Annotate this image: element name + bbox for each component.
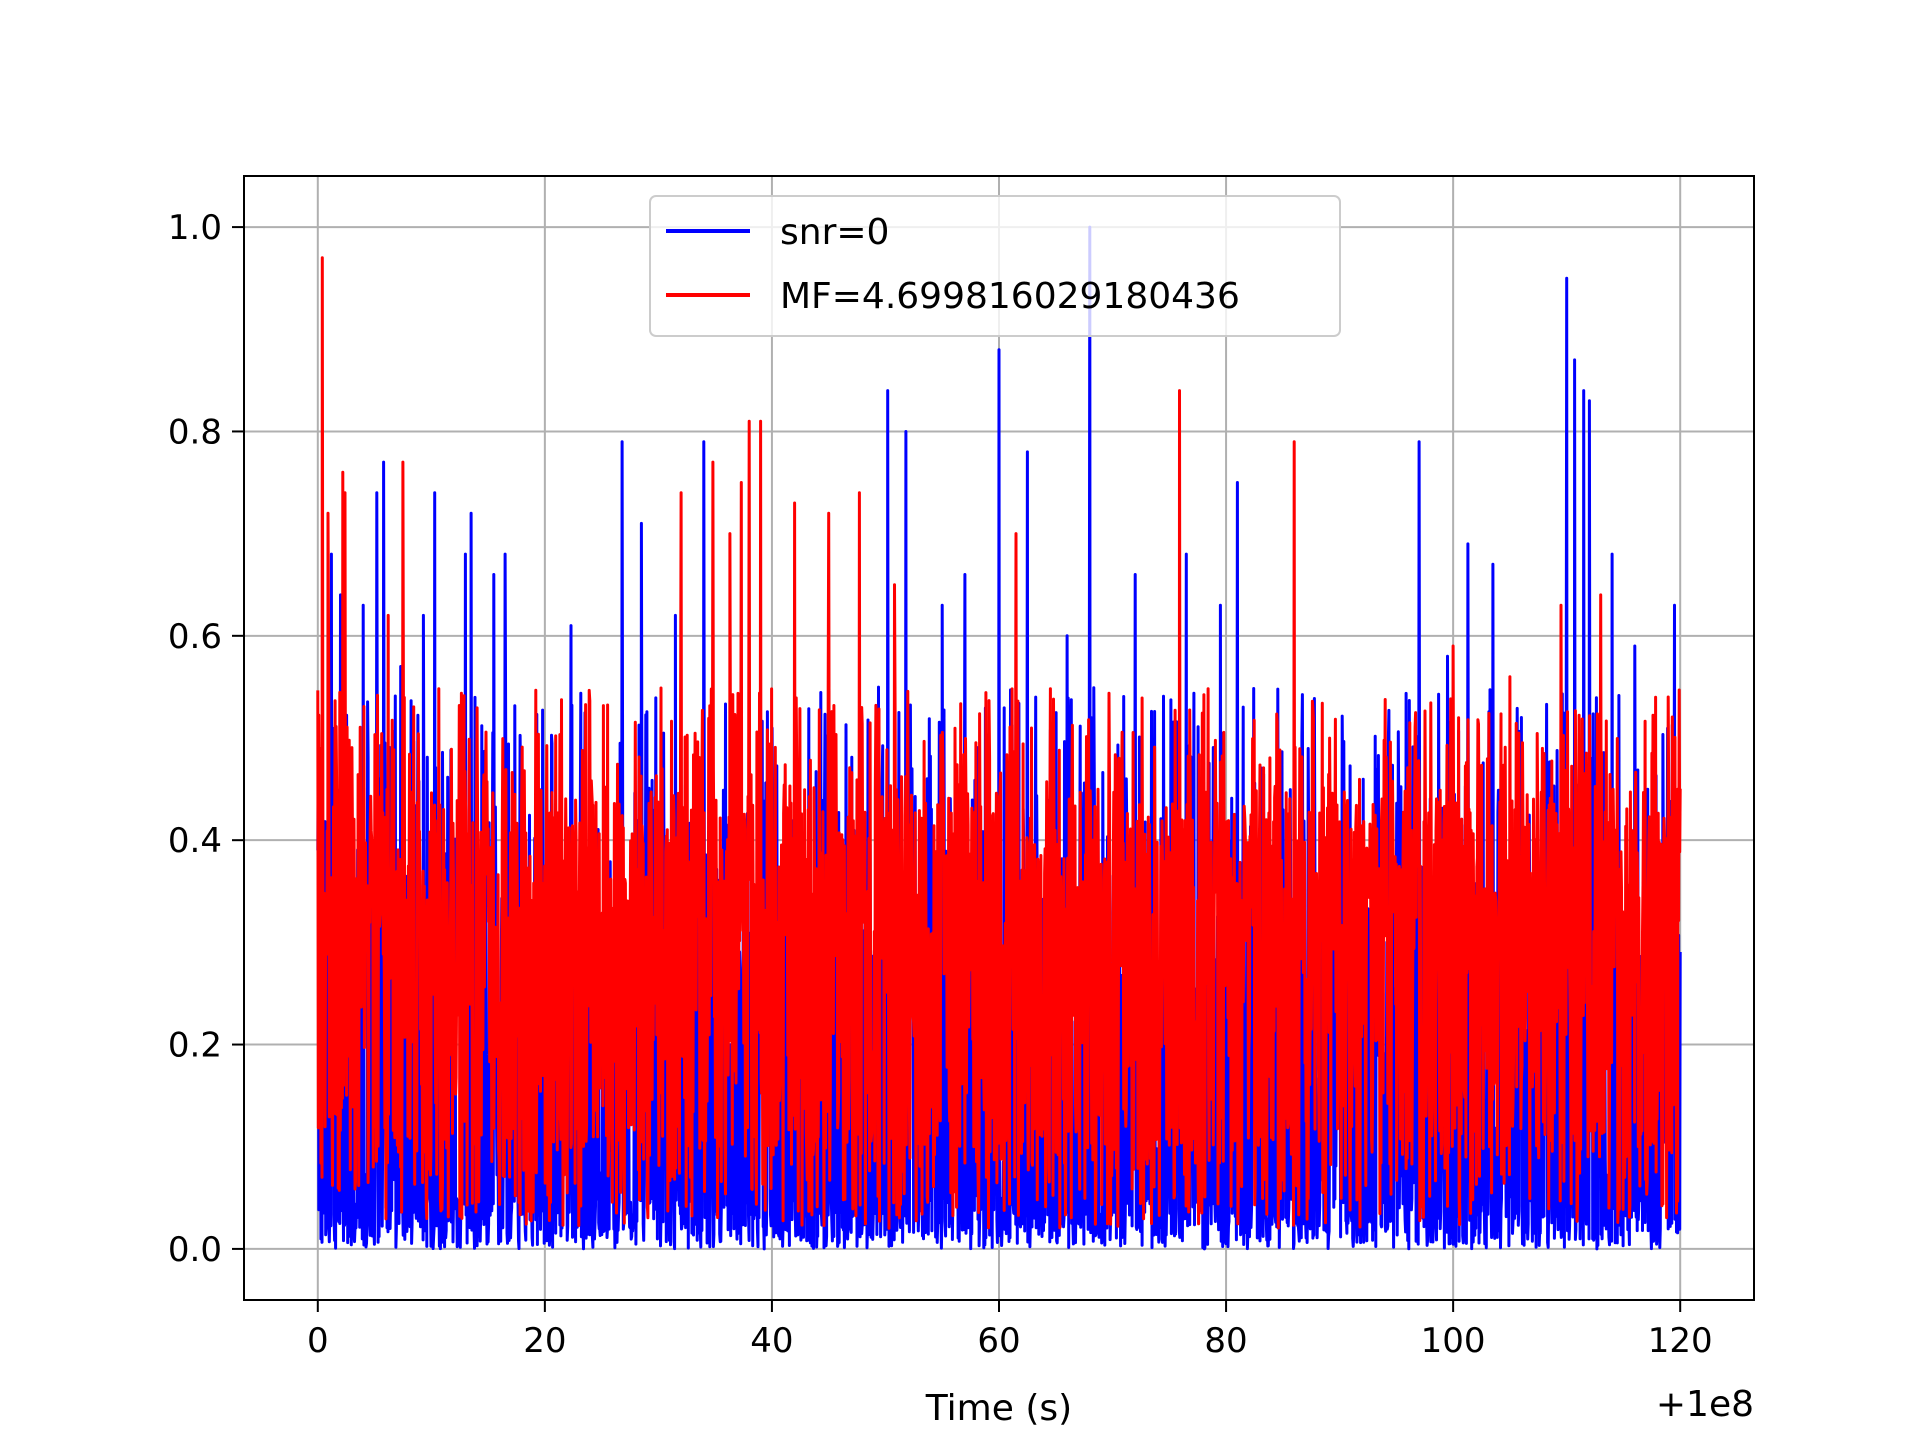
x-tick-label: 100 <box>1421 1321 1486 1361</box>
y-tick-label: 0.4 <box>168 821 222 861</box>
legend-label: snr=0 <box>780 212 889 253</box>
y-tick-label: 0.0 <box>168 1230 222 1270</box>
legend: snr=0 MF=4.699816029180436 <box>649 195 1341 337</box>
series-layer <box>316 225 1682 1251</box>
x-tick-label: 120 <box>1648 1321 1713 1361</box>
x-tick-label: 80 <box>1204 1321 1247 1361</box>
x-tick-label: 60 <box>977 1321 1020 1361</box>
y-tick-label: 1.0 <box>168 208 222 248</box>
x-axis-label: Time (s) <box>925 1388 1072 1429</box>
axis-ticks: 0 20 40 60 80 100 120 0.0 0.2 0.4 0.6 0.8 1.0 <box>168 208 1713 1361</box>
y-tick-label: 0.2 <box>168 1026 222 1066</box>
x-axis-offset-label: +1e8 <box>1656 1384 1754 1425</box>
legend-label: MF=4.699816029180436 <box>780 276 1240 317</box>
x-tick-label: 20 <box>523 1321 566 1361</box>
x-tick-label: 0 <box>307 1321 329 1361</box>
y-tick-label: 0.6 <box>168 617 222 657</box>
legend-box <box>649 195 1341 337</box>
y-tick-label: 0.8 <box>168 412 222 452</box>
series-line-mf <box>316 256 1682 1230</box>
x-tick-label: 40 <box>750 1321 793 1361</box>
